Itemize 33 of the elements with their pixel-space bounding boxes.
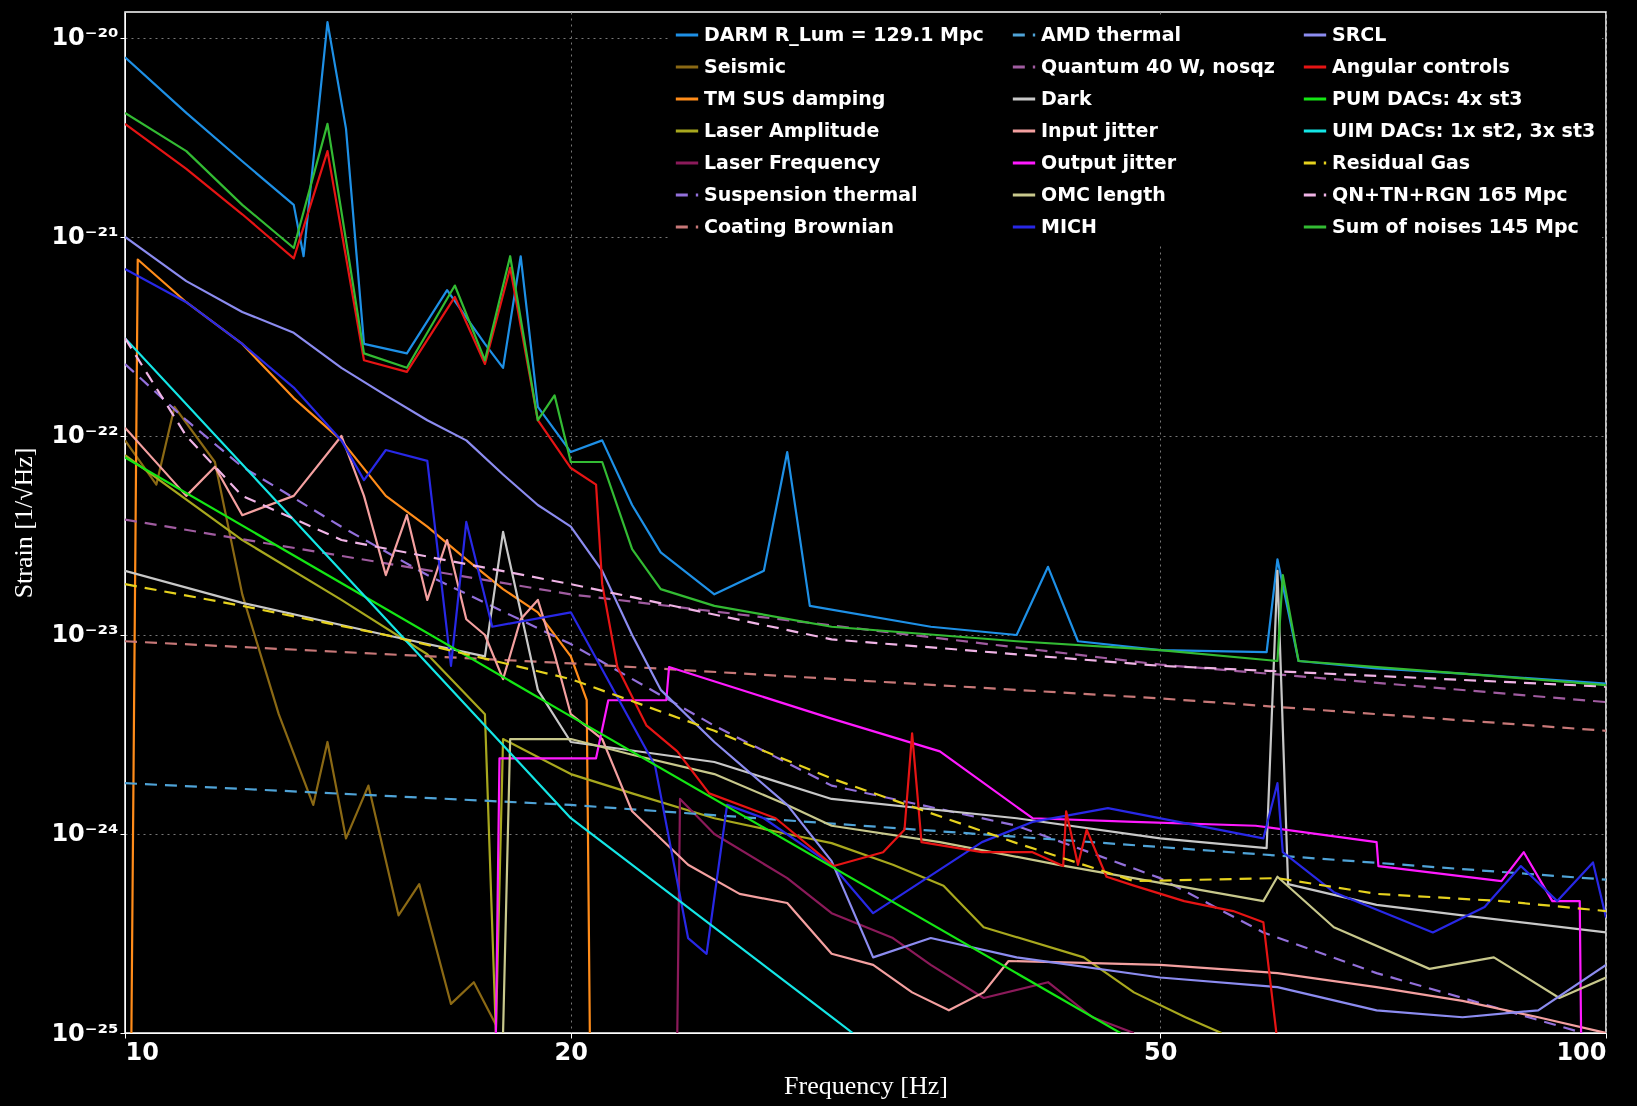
x-tick-label: 100 bbox=[1556, 1037, 1607, 1066]
y-tick-label: 10⁻²¹ bbox=[51, 222, 119, 251]
x-tick-label: 20 bbox=[554, 1037, 589, 1066]
y-axis-title: Strain [1/√Hz] bbox=[9, 447, 39, 599]
x-tick-label: 50 bbox=[1143, 1037, 1178, 1066]
y-tick-label: 10⁻²⁵ bbox=[51, 1018, 119, 1047]
y-tick-label: 10⁻²⁰ bbox=[51, 23, 119, 52]
legend-label: UIM DACs: 1x st2, 3x st3 bbox=[1332, 119, 1596, 141]
legend-label: Sum of noises 145 Mpc bbox=[1332, 215, 1579, 237]
legend-label: Input jitter bbox=[1041, 119, 1159, 141]
x-tick-label: 10 bbox=[125, 1037, 159, 1066]
legend-label: OMC length bbox=[1041, 183, 1166, 205]
legend-label: Residual Gas bbox=[1332, 151, 1471, 173]
legend-label: QN+TN+RGN 165 Mpc bbox=[1332, 183, 1568, 205]
legend-label: SRCL bbox=[1332, 23, 1387, 45]
legend-label: MICH bbox=[1041, 215, 1097, 237]
y-tick-label: 10⁻²⁴ bbox=[51, 819, 119, 848]
legend-label: Coating Brownian bbox=[704, 215, 894, 237]
legend-label: PUM DACs: 4x st3 bbox=[1332, 87, 1523, 109]
legend-label: Suspension thermal bbox=[704, 183, 918, 205]
legend-label: Dark bbox=[1041, 87, 1092, 109]
legend-label: Seismic bbox=[704, 55, 786, 77]
legend-label: Quantum 40 W, nosqz bbox=[1041, 55, 1275, 77]
legend-label: Laser Amplitude bbox=[704, 119, 880, 141]
x-axis-title: Frequency [Hz] bbox=[784, 1070, 948, 1100]
legend-label: AMD thermal bbox=[1041, 23, 1181, 45]
legend-label: TM SUS damping bbox=[704, 87, 886, 109]
y-tick-label: 10⁻²³ bbox=[51, 620, 119, 649]
legend-label: Angular controls bbox=[1332, 55, 1510, 77]
legend-label: Laser Frequency bbox=[704, 151, 881, 173]
legend-label: DARM R_Lum = 129.1 Mpc bbox=[704, 23, 984, 46]
y-tick-label: 10⁻²² bbox=[51, 421, 119, 450]
legend-label: Output jitter bbox=[1041, 151, 1177, 173]
